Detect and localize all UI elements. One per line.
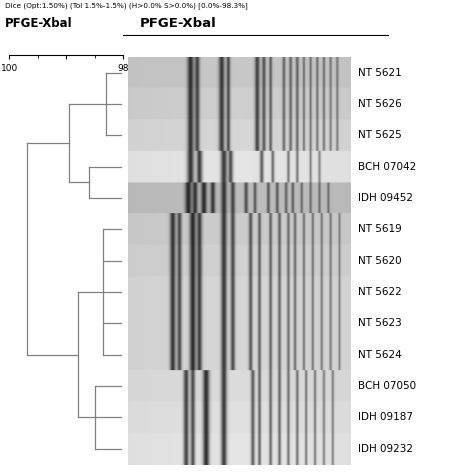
Text: IDH 09187: IDH 09187	[357, 412, 413, 422]
Text: PFGE-Xbal: PFGE-Xbal	[140, 17, 217, 29]
Text: PFGE-Xbal: PFGE-Xbal	[5, 17, 73, 29]
Text: NT 5625: NT 5625	[357, 130, 401, 140]
Text: NT 5622: NT 5622	[357, 287, 401, 297]
Text: NT 5626: NT 5626	[357, 99, 401, 109]
Text: NT 5621: NT 5621	[357, 68, 401, 78]
Text: IDH 09452: IDH 09452	[357, 193, 413, 203]
Text: NT 5619: NT 5619	[357, 224, 401, 234]
Text: Dice (Opt:1.50%) (Tol 1.5%-1.5%) (H>0.0% S>0.0%) [0.0%-98.3%]: Dice (Opt:1.50%) (Tol 1.5%-1.5%) (H>0.0%…	[5, 2, 247, 9]
Text: NT 5623: NT 5623	[357, 319, 401, 328]
Text: IDH 09232: IDH 09232	[357, 444, 413, 454]
Text: BCH 07042: BCH 07042	[357, 162, 416, 172]
Text: NT 5624: NT 5624	[357, 350, 401, 360]
Text: BCH 07050: BCH 07050	[357, 381, 416, 391]
Text: NT 5620: NT 5620	[357, 255, 401, 266]
